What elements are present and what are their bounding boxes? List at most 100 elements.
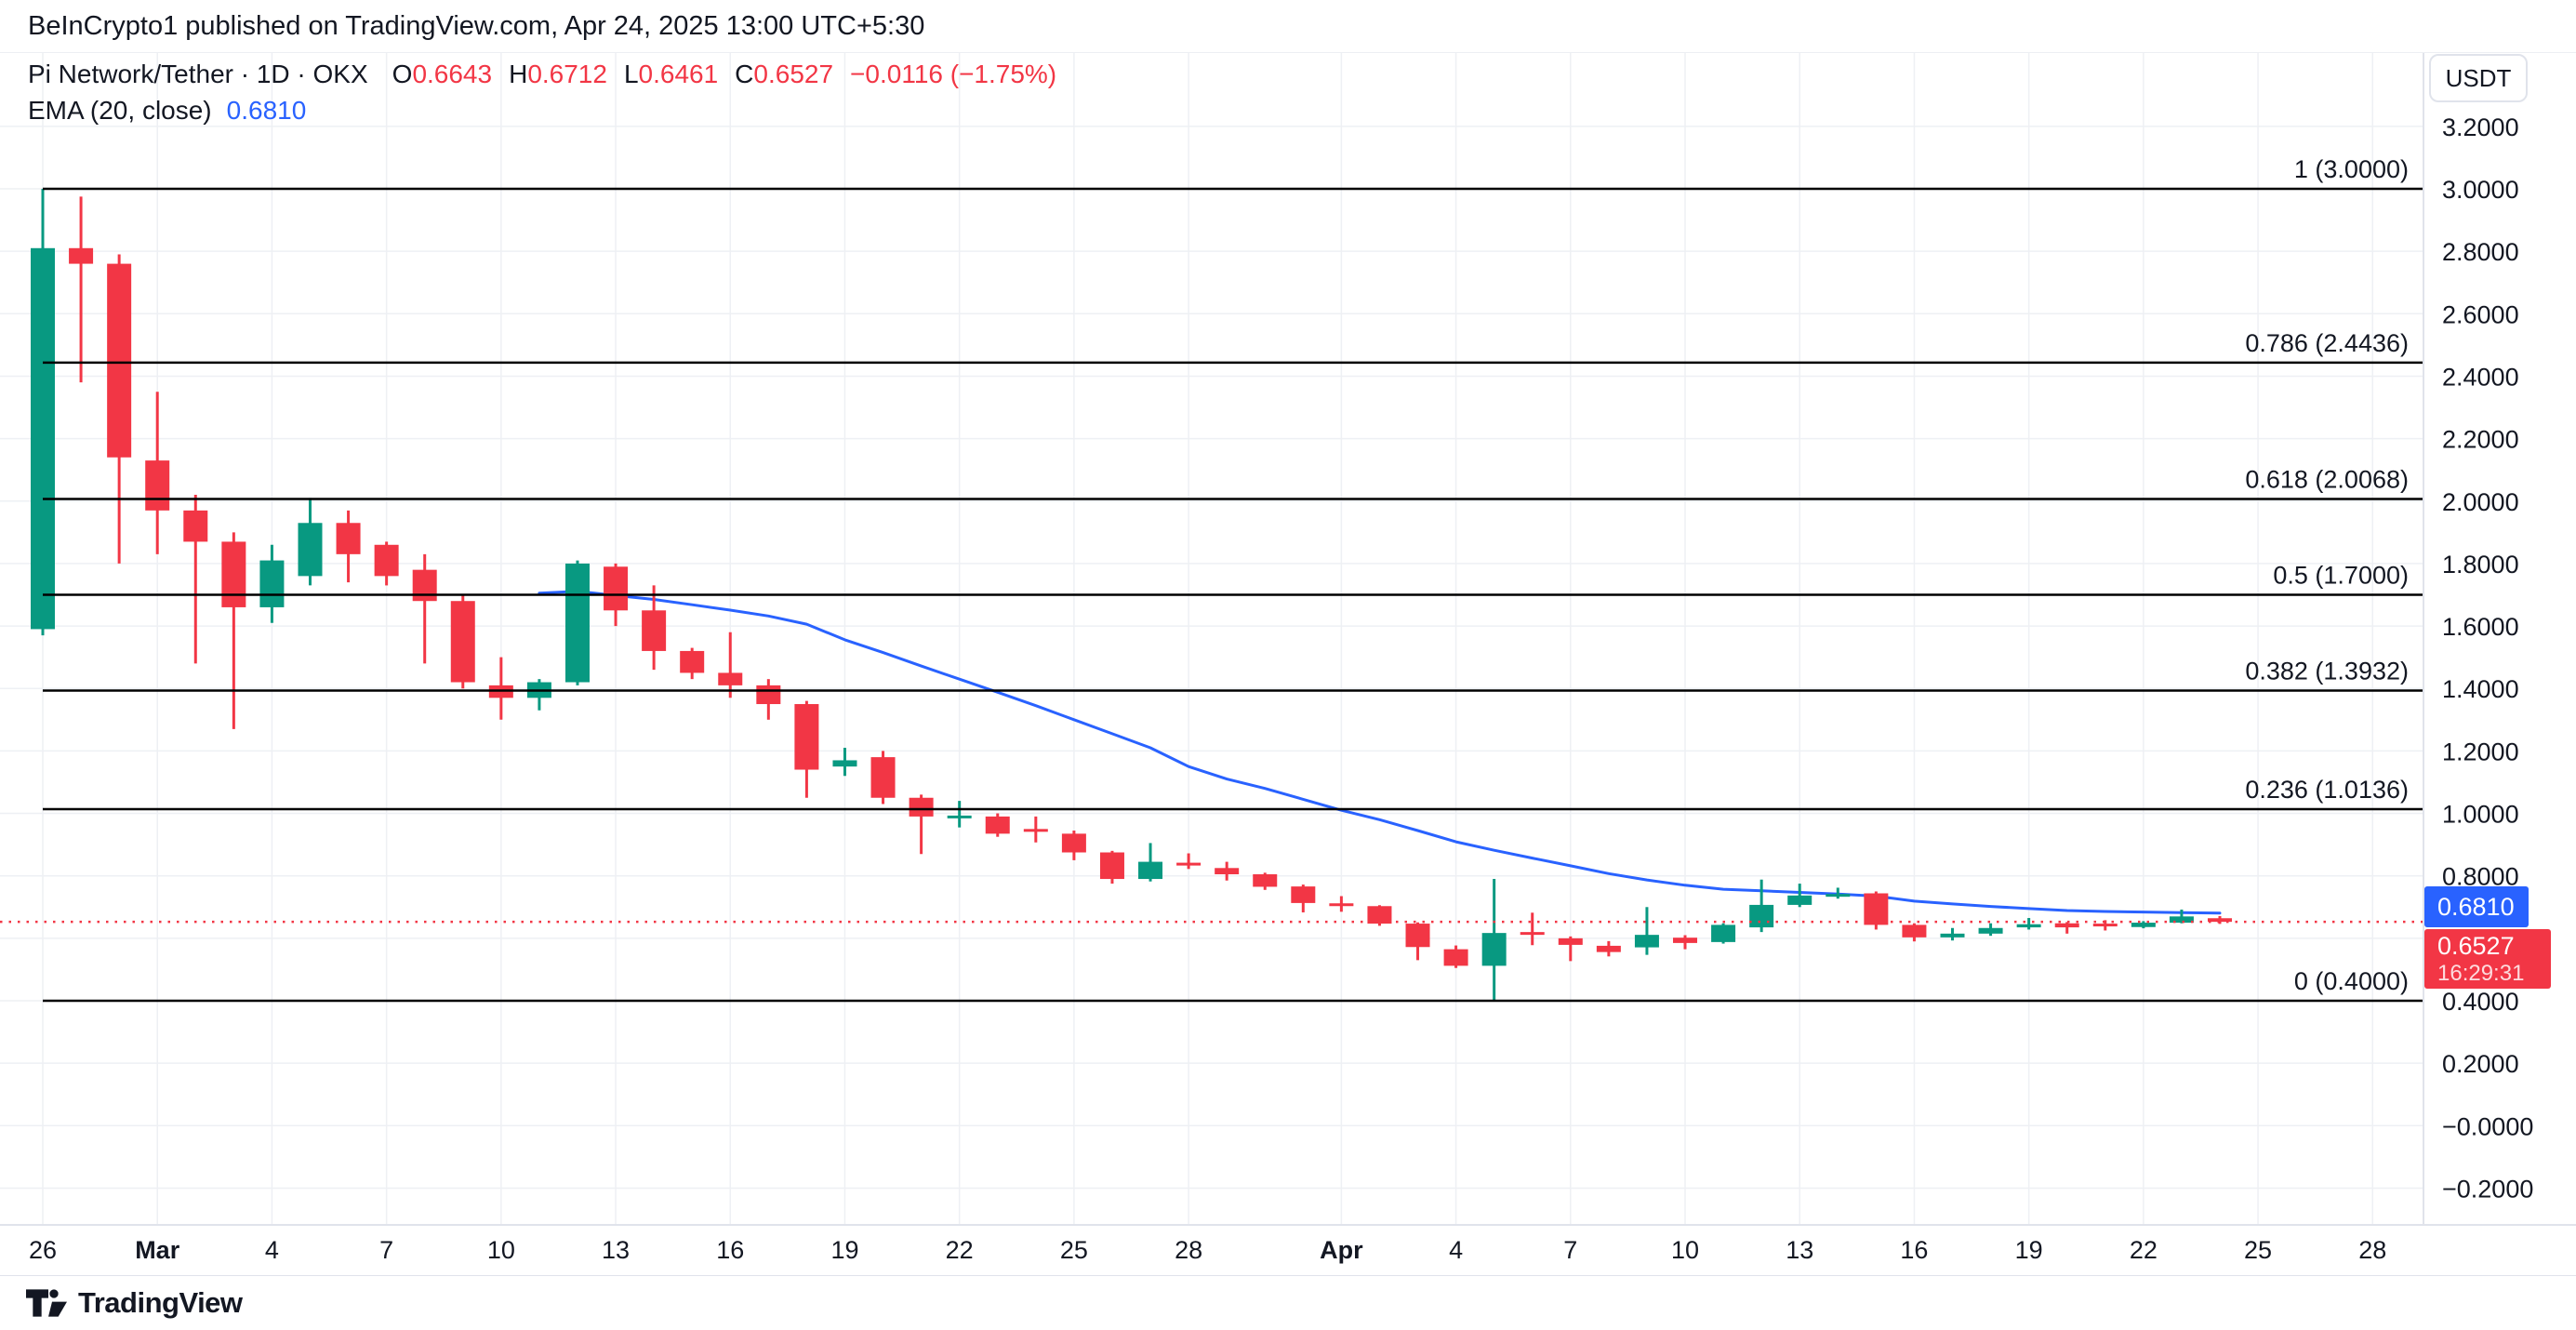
- ema-indicator-label[interactable]: EMA (20, close): [28, 96, 212, 125]
- candle: [1711, 923, 1736, 944]
- candle: [1749, 879, 1774, 933]
- close-value: 0.6527: [753, 60, 834, 88]
- candle: [2169, 909, 2194, 924]
- date-tick-label: 7: [1563, 1236, 1577, 1264]
- price-tick-label: 3.2000: [2442, 113, 2519, 141]
- close-label: C: [735, 60, 754, 88]
- candle: [298, 498, 323, 586]
- low-value: 0.6461: [638, 60, 719, 88]
- date-tick-label: 16: [1900, 1236, 1928, 1264]
- date-tick-label: 10: [1671, 1236, 1699, 1264]
- price-tick-label: 2.0000: [2442, 488, 2519, 516]
- candle: [2054, 922, 2079, 934]
- candle: [1520, 912, 1545, 946]
- candle: [1558, 936, 1583, 962]
- price-tick-label: 1.4000: [2442, 675, 2519, 703]
- price-tick-label: 2.8000: [2442, 238, 2519, 266]
- price-tick-label: −0.0000: [2442, 1112, 2533, 1140]
- price-tick-label: 0.2000: [2442, 1050, 2519, 1078]
- candle: [31, 189, 55, 636]
- candle: [1291, 884, 1316, 912]
- ema-price-tag-value: 0.6810: [2437, 892, 2515, 921]
- last-price-tag: 0.6527 16:29:31: [2424, 929, 2551, 989]
- candle: [947, 801, 972, 828]
- price-axis-labels: 3.2000 3.0000 2.8000 2.6000 2.4000 2.2000 2.00…: [2442, 113, 2533, 1204]
- candle: [1253, 872, 1278, 890]
- candle: [2131, 921, 2156, 929]
- tradingview-logo-icon: [26, 1289, 67, 1317]
- footer-bar: TradingView: [0, 1276, 2576, 1330]
- candle: [1481, 879, 1507, 1002]
- price-tick-label: 0.8000: [2442, 863, 2519, 891]
- candle: [832, 748, 857, 777]
- symbol-title[interactable]: Pi Network/Tether · 1D · OKX: [28, 60, 368, 88]
- candle: [1596, 940, 1621, 957]
- price-tick-label: −0.2000: [2442, 1175, 2533, 1203]
- price-tick-label: 2.4000: [2442, 363, 2519, 391]
- tradingview-logo[interactable]: TradingView: [26, 1286, 243, 1320]
- candles-layer: [31, 189, 2232, 1002]
- fib-level-label: 0.618 (2.0068): [2245, 465, 2409, 493]
- date-tick-label: Mar: [135, 1236, 180, 1264]
- candle: [1215, 861, 1240, 881]
- candle: [1864, 891, 1889, 930]
- date-tick-label: 4: [1449, 1236, 1463, 1264]
- candle: [756, 679, 781, 720]
- candle: [680, 647, 705, 680]
- candle: [107, 254, 132, 564]
- candle: [1176, 853, 1202, 870]
- candle: [221, 532, 246, 729]
- candle: [564, 560, 590, 685]
- fib-level-label: 0.236 (1.0136): [2245, 776, 2409, 804]
- candle: [1673, 935, 1698, 950]
- date-tick-label: 13: [1786, 1236, 1813, 1264]
- candle: [145, 392, 170, 554]
- last-price-tag-value: 0.6527: [2437, 932, 2515, 960]
- date-tick-label: 28: [1175, 1236, 1202, 1264]
- date-tick-label: 13: [602, 1236, 630, 1264]
- header-bar: BeInCrypto1 published on TradingView.com…: [0, 0, 2576, 53]
- candle: [2092, 920, 2118, 931]
- fib-retracement-layer: 1 (3.0000) 0.786 (2.4436) 0.618 (2.0068) 0.…: [43, 155, 2423, 1003]
- date-tick-label: 7: [379, 1236, 393, 1264]
- fib-level-label: 0.382 (1.3932): [2245, 658, 2409, 685]
- candle: [183, 495, 208, 664]
- date-tick-label: 10: [487, 1236, 515, 1264]
- legend-ema-row: EMA (20, close) 0.6810: [28, 96, 1056, 126]
- low-label: L: [623, 60, 639, 88]
- date-axis-labels[interactable]: 26 Mar 4 7 10 13 16 19 22 25 28 Apr 4 7 10 13 16 19 22 25 28: [29, 1236, 2386, 1264]
- candle: [1405, 922, 1430, 961]
- price-tick-label: 2.2000: [2442, 426, 2519, 454]
- date-tick-label: Apr: [1320, 1236, 1363, 1264]
- date-tick-label: 25: [2244, 1236, 2272, 1264]
- legend-symbol-row: Pi Network/Tether · 1D · OKX O 0.6643 H …: [28, 60, 1056, 89]
- candle: [985, 813, 1010, 837]
- candle: [1061, 831, 1086, 860]
- candle: [1443, 945, 1468, 968]
- candle: [526, 679, 551, 711]
- date-tick-label: 19: [2015, 1236, 2043, 1264]
- price-tick-label: 1.2000: [2442, 738, 2519, 765]
- fib-level-label: 0.5 (1.7000): [2273, 562, 2409, 590]
- candle: [1099, 850, 1124, 884]
- candle: [374, 541, 399, 586]
- fib-level-label: 0 (0.4000): [2294, 967, 2409, 995]
- date-tick-label: 19: [830, 1236, 858, 1264]
- candle: [412, 553, 437, 664]
- ema-indicator-value: 0.6810: [226, 96, 307, 125]
- candle: [450, 594, 475, 689]
- currency-usdt-button[interactable]: USDT: [2429, 54, 2528, 102]
- candle: [870, 751, 896, 805]
- candle: [1329, 896, 1354, 912]
- candle: [488, 657, 513, 720]
- change-value: −0.0116 (−1.75%): [850, 60, 1057, 88]
- candle: [718, 632, 743, 698]
- candle: [794, 700, 819, 798]
- fib-level-label: 0.786 (2.4436): [2245, 329, 2409, 357]
- candle: [1902, 923, 1927, 942]
- candle: [909, 794, 934, 855]
- candle: [642, 585, 667, 671]
- candle: [259, 544, 285, 623]
- candle: [1023, 816, 1048, 843]
